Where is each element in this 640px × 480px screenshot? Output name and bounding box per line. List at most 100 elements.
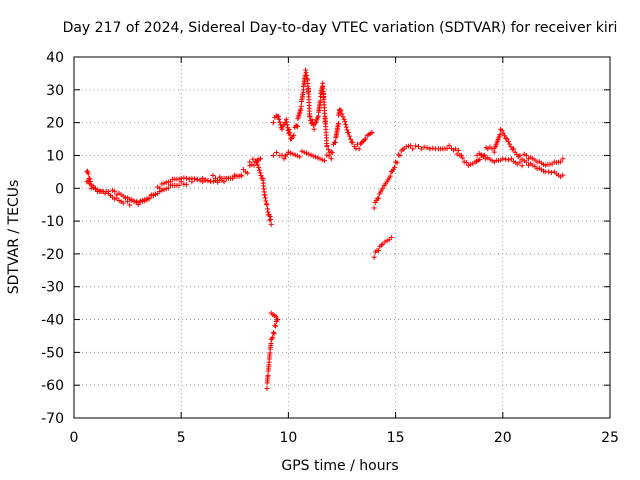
series-track-c [247, 156, 274, 227]
data-point [258, 173, 264, 179]
data-point [424, 145, 430, 151]
data-point [558, 159, 564, 165]
series-track-d [264, 310, 281, 391]
data-point [270, 330, 276, 336]
data-point [444, 146, 450, 152]
data-point [197, 177, 203, 183]
data-point [427, 146, 433, 152]
data-point [125, 198, 131, 204]
data-point [413, 143, 419, 149]
data-point [256, 167, 262, 173]
data-point [120, 200, 126, 206]
data-point [503, 156, 509, 162]
data-point [491, 149, 497, 155]
data-point [97, 188, 103, 194]
data-point [500, 130, 506, 136]
data-point [345, 129, 351, 135]
data-point [254, 159, 260, 165]
data-point [387, 173, 393, 179]
data-point [560, 156, 566, 162]
data-point [497, 131, 503, 137]
y-tick-label: 0 [55, 181, 64, 197]
data-point [288, 150, 294, 156]
series-track-f [270, 148, 334, 164]
data-point [268, 340, 274, 346]
series-track-a [84, 168, 244, 205]
data-point [268, 217, 274, 223]
data-point [258, 156, 264, 162]
y-axis-label: SDTVAR / TECUs [6, 180, 22, 295]
data-point [504, 136, 510, 142]
data-point [271, 330, 277, 336]
data-point [317, 98, 323, 104]
data-point [326, 153, 332, 159]
data-point [265, 209, 271, 215]
data-point [421, 144, 427, 150]
data-point [356, 146, 362, 152]
data-point [264, 202, 270, 208]
data-point [388, 235, 394, 240]
data-point [268, 221, 274, 227]
data-point [446, 143, 452, 149]
data-point [310, 153, 316, 159]
data-point [277, 119, 283, 125]
data-point [410, 146, 416, 152]
data-point [502, 133, 508, 139]
data-point [273, 323, 279, 329]
data-point [181, 181, 187, 187]
data-point [348, 136, 354, 142]
data-point [85, 171, 91, 177]
data-point [184, 182, 190, 188]
series-track-j [474, 150, 566, 180]
data-point [312, 154, 318, 160]
data-point [319, 157, 325, 163]
data-point [371, 254, 377, 260]
data-point [230, 175, 236, 181]
data-point [181, 175, 187, 181]
data-point [324, 143, 330, 149]
axis-ticks: 0 5 10 15 20 25 40 30 20 10 0 -10 -20 -30 -40 -50 -60 -70 [41, 50, 619, 446]
data-point [274, 150, 280, 156]
x-tick-label: 5 [177, 430, 186, 446]
data-point [278, 122, 284, 128]
data-point [341, 116, 347, 122]
plot-frame [73, 56, 611, 419]
data-point [186, 176, 192, 182]
data-point [262, 192, 268, 198]
data-point [344, 127, 350, 133]
data-point [256, 165, 262, 171]
data-point [122, 195, 128, 201]
data-point [87, 181, 93, 187]
data-point [397, 152, 403, 158]
data-point [500, 156, 506, 162]
series-track-i [410, 126, 566, 168]
y-tick-label: 40 [46, 50, 64, 66]
data-point [297, 154, 303, 160]
y-tick-label: -70 [41, 411, 64, 427]
data-point [517, 152, 523, 158]
data-point [546, 169, 552, 175]
data-point [290, 151, 296, 157]
data-point [328, 156, 334, 162]
series-track-b [84, 156, 264, 208]
data-point [294, 153, 300, 159]
data-point [338, 108, 344, 114]
data-point [311, 126, 317, 132]
data-point [165, 185, 171, 191]
data-point [135, 202, 141, 208]
data-point [255, 162, 261, 168]
data-point [340, 114, 346, 120]
data-point [238, 173, 244, 179]
data-point [304, 73, 310, 79]
y-tick-label: -50 [41, 345, 64, 361]
x-tick-label: 25 [601, 430, 619, 446]
data-point [511, 146, 517, 152]
data-point [315, 155, 321, 161]
data-point [308, 152, 314, 158]
data-point [374, 196, 380, 202]
data-point [322, 158, 328, 164]
data-point [281, 156, 287, 162]
y-tick-label: 30 [46, 83, 64, 99]
data-point [505, 139, 511, 145]
data-point [202, 177, 208, 183]
